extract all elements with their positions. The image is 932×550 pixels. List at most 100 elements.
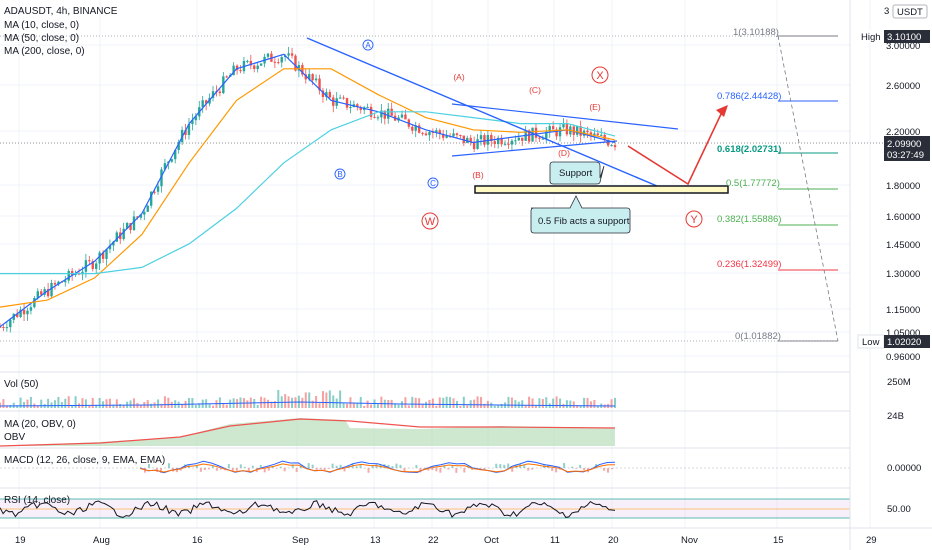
volume-bar: [53, 400, 56, 408]
volume-label: Vol (50): [4, 379, 38, 390]
time-tick: 20: [608, 535, 619, 546]
candle-body: [67, 270, 70, 281]
candle-body: [204, 100, 208, 104]
time-axis[interactable]: 19 Aug 16 Sep 13 22 Oct 11 20 Nov 15 29: [15, 535, 877, 546]
time-tick: Sep: [292, 535, 309, 546]
macd-histogram-bar: [311, 464, 314, 468]
macd-histogram-bar: [147, 464, 150, 468]
volume-bar: [191, 398, 194, 408]
candle-body: [74, 273, 77, 276]
candle-body: [376, 117, 380, 119]
rsi-line: [0, 500, 616, 518]
rsi-axis-tick: 50.00: [887, 504, 911, 515]
volume-bar: [400, 401, 403, 408]
macd-signal-line: [139, 463, 616, 473]
volume-bar: [84, 399, 87, 408]
high-badge: [884, 30, 930, 43]
macd-histogram-bar: [283, 468, 286, 472]
volume-bar: [122, 404, 125, 408]
macd-histogram-bar: [503, 464, 506, 468]
volume-bar: [222, 403, 225, 408]
candle-body: [139, 214, 143, 218]
high-badge-label: High: [861, 32, 881, 43]
macd-histogram-bar: [435, 468, 438, 472]
macd-histogram-bar: [215, 468, 218, 471]
time-tick: Aug: [93, 535, 110, 546]
price-axis[interactable]: 3 USDT 3.00000 2.60000 2.20000 1.80000 1…: [857, 4, 930, 363]
volume-bar: [593, 400, 596, 408]
volume-bar: [64, 398, 67, 408]
candle-body: [187, 124, 191, 135]
volume-bar: [397, 404, 400, 408]
candle-body: [277, 62, 280, 64]
volume-bar: [16, 405, 19, 408]
volume-bar: [212, 405, 215, 408]
currency-button[interactable]: [892, 4, 928, 19]
fib-label-0236: 0.236(1.32499): [717, 259, 781, 270]
volume-bar: [380, 396, 383, 408]
volume-bar: [294, 397, 297, 408]
support-callout[interactable]: Support: [549, 161, 605, 185]
wave-label: (A): [453, 72, 465, 82]
candle-body: [308, 74, 311, 80]
macd-histogram-bar: [439, 468, 442, 473]
price-tick: 1.15000: [886, 305, 920, 316]
trend-drawings: [306, 37, 729, 194]
wave-label: (C): [529, 85, 541, 95]
candle-body: [483, 135, 486, 145]
macd-histogram-bar: [179, 468, 182, 471]
volume-bar: [29, 396, 32, 408]
volume-bar: [572, 401, 575, 408]
macd-histogram-bar: [175, 468, 178, 473]
price-tick: 1.30000: [886, 269, 920, 280]
macd-histogram-bar: [323, 468, 326, 471]
candle-body: [160, 169, 163, 187]
macd-pane: [0, 460, 850, 474]
volume-bar: [194, 405, 197, 408]
volume-bar: [528, 396, 531, 408]
candle-body: [503, 143, 507, 145]
volume-bar: [555, 396, 558, 408]
volume-bar: [596, 405, 599, 408]
obv-ma-label: MA (20, OBV, 0): [4, 419, 76, 430]
candle-body: [486, 134, 490, 145]
candle-body: [19, 309, 22, 317]
volume-bar: [60, 402, 63, 408]
volume-bar: [534, 405, 537, 408]
macd-histogram-bar: [471, 468, 474, 471]
candle-body: [294, 55, 297, 71]
candle-body: [149, 191, 153, 206]
candle-body: [304, 74, 307, 80]
macd-histogram-bar: [259, 464, 262, 468]
volume-bar: [67, 396, 70, 408]
candle-body: [562, 124, 565, 128]
volume-bar: [253, 398, 256, 408]
volume-bar: [23, 401, 26, 408]
macd-histogram-bar: [603, 468, 606, 471]
wave-label: B: [337, 170, 342, 179]
candle-body: [321, 90, 325, 97]
wave-label: X: [596, 70, 604, 82]
candle-body: [589, 132, 593, 136]
macd-histogram-bar: [343, 468, 346, 472]
volume-bar: [304, 392, 307, 408]
volume-bar: [510, 397, 513, 408]
candle-body: [136, 216, 139, 218]
candle-body: [593, 133, 596, 136]
candle-body: [26, 310, 29, 315]
ma200-label: MA (200, close, 0): [4, 46, 85, 57]
fib-support-callout[interactable]: 0.5 Fib acts a support: [530, 195, 631, 234]
candle-body: [15, 313, 19, 317]
ma50-label: MA (50, close, 0): [4, 33, 79, 44]
candle-body: [490, 134, 493, 142]
volume-bar: [366, 400, 369, 408]
volume-bar: [339, 390, 342, 408]
candle-body: [311, 74, 314, 81]
macd-histogram-bar: [531, 468, 534, 470]
volume-bar: [270, 401, 273, 408]
candle-body: [156, 186, 160, 192]
macd-histogram-bar: [159, 468, 162, 473]
volume-bar: [198, 403, 201, 408]
volume-bar: [500, 403, 503, 408]
